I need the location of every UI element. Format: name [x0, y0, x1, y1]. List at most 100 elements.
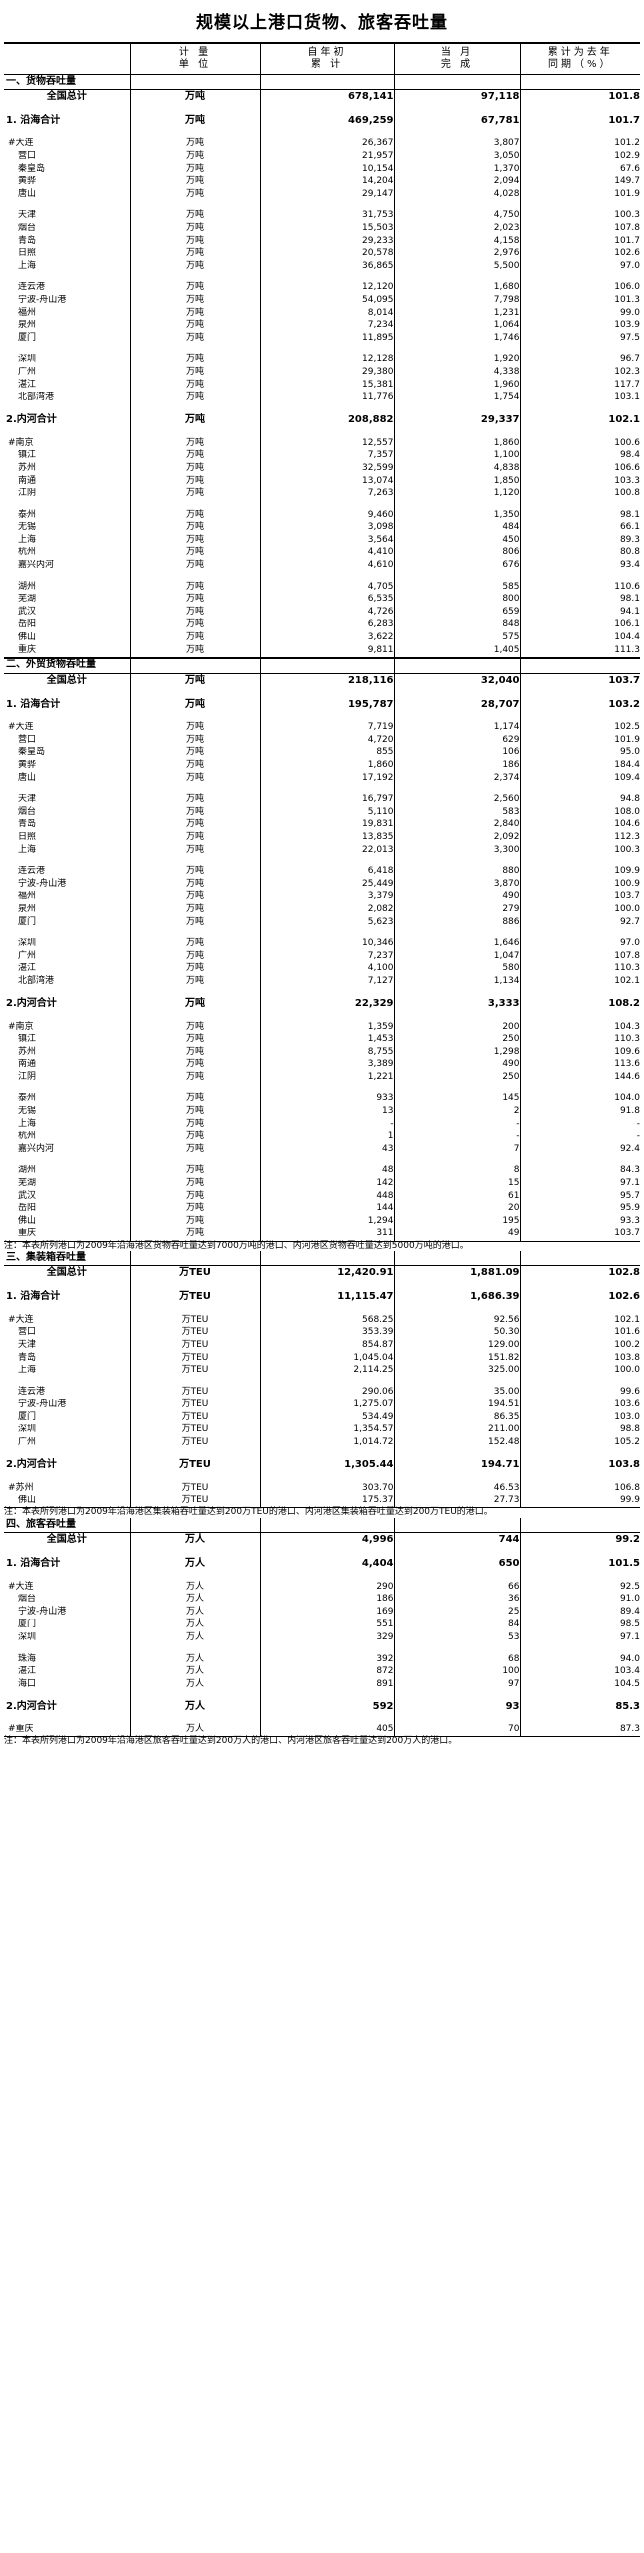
table-row[interactable]: 广州 万吨 29,380 4,338 102.3: [4, 366, 640, 380]
table-row[interactable]: 岳阳 万吨 144 20 95.9: [4, 1202, 640, 1216]
table-row[interactable]: 天津 万吨 31,753 4,750 100.3: [4, 209, 640, 223]
table-row[interactable]: #重庆 万人 405 70 87.3: [4, 1723, 640, 1737]
subtotal-row[interactable]: 1. 沿海合计 万吨 469,259 67,781 101.7: [4, 114, 640, 129]
table-row[interactable]: 佛山 万吨 3,622 575 104.4: [4, 631, 640, 645]
table-row[interactable]: 宁波-舟山港 万吨 54,095 7,798 101.3: [4, 294, 640, 308]
table-row[interactable]: 营口 万吨 21,957 3,050 102.9: [4, 150, 640, 164]
table-row[interactable]: 湖州 万吨 48 8 84.3: [4, 1165, 640, 1178]
table-row[interactable]: 珠海 万人 392 68 94.0: [4, 1653, 640, 1666]
table-row[interactable]: 上海 万吨 3,564 450 89.3: [4, 534, 640, 548]
table-row[interactable]: 岳阳 万吨 6,283 848 106.1: [4, 619, 640, 632]
table-row[interactable]: 上海 万TEU 2,114.25 325.00 100.0: [4, 1364, 640, 1378]
national-total-row[interactable]: 全国总计 万TEU 12,420.91 1,881.09 102.8: [4, 1265, 640, 1282]
table-row[interactable]: 佛山 万TEU 175.37 27.73 99.9: [4, 1494, 640, 1508]
table-row[interactable]: 连云港 万吨 6,418 880 109.9: [4, 865, 640, 879]
table-row[interactable]: 镇江 万吨 1,453 250 110.3: [4, 1033, 640, 1047]
table-row[interactable]: 无锡 万吨 3,098 484 66.1: [4, 521, 640, 535]
national-total-row[interactable]: 全国总计 万吨 678,141 97,118 101.8: [4, 89, 640, 105]
table-row[interactable]: 杭州 万吨 4,410 806 80.8: [4, 547, 640, 560]
table-row[interactable]: 宁波-舟山港 万TEU 1,275.07 194.51 103.6: [4, 1398, 640, 1412]
table-row[interactable]: 天津 万吨 16,797 2,560 94.8: [4, 793, 640, 807]
table-row[interactable]: 连云港 万TEU 290.06 35.00 99.6: [4, 1386, 640, 1399]
table-row[interactable]: 深圳 万人 329 53 97.1: [4, 1631, 640, 1645]
table-row[interactable]: #南京 万吨 1,359 200 104.3: [4, 1021, 640, 1034]
table-row[interactable]: 福州 万吨 8,014 1,231 99.0: [4, 307, 640, 320]
table-row[interactable]: 烟台 万吨 5,110 583 108.0: [4, 806, 640, 819]
subtotal-row[interactable]: 1. 沿海合计 万人 4,404 650 101.5: [4, 1557, 640, 1573]
table-row[interactable]: 重庆 万吨 311 49 103.7: [4, 1227, 640, 1242]
table-row[interactable]: 深圳 万TEU 1,354.57 211.00 98.8: [4, 1424, 640, 1437]
table-row[interactable]: 北部湾港 万吨 7,127 1,134 102.1: [4, 975, 640, 989]
table-row[interactable]: #大连 万吨 26,367 3,807 101.2: [4, 138, 640, 151]
subtotal-row[interactable]: 2.内河合计 万TEU 1,305.44 194.71 103.8: [4, 1458, 640, 1474]
table-row[interactable]: 湛江 万人 872 100 103.4: [4, 1665, 640, 1679]
table-row[interactable]: 重庆 万吨 9,811 1,405 111.3: [4, 644, 640, 659]
table-row[interactable]: 广州 万吨 7,237 1,047 107.8: [4, 950, 640, 963]
table-row[interactable]: 厦门 万吨 5,623 886 92.7: [4, 916, 640, 929]
table-row[interactable]: 厦门 万吨 11,895 1,746 97.5: [4, 332, 640, 345]
table-row[interactable]: 武汉 万吨 448 61 95.7: [4, 1190, 640, 1203]
subtotal-row[interactable]: 2.内河合计 万吨 22,329 3,333 108.2: [4, 997, 640, 1013]
table-row[interactable]: 上海 万吨 - - -: [4, 1118, 640, 1131]
table-row[interactable]: 芜湖 万吨 142 15 97.1: [4, 1177, 640, 1191]
subtotal-row[interactable]: 2.内河合计 万吨 208,882 29,337 102.1: [4, 413, 640, 429]
table-row[interactable]: 日照 万吨 13,835 2,092 112.3: [4, 831, 640, 845]
table-row[interactable]: 湛江 万吨 4,100 580 110.3: [4, 962, 640, 976]
table-row[interactable]: 泉州 万吨 7,234 1,064 103.9: [4, 319, 640, 333]
table-row[interactable]: 泉州 万吨 2,082 279 100.0: [4, 903, 640, 917]
table-row[interactable]: 唐山 万吨 17,192 2,374 109.4: [4, 772, 640, 785]
table-row[interactable]: 江阴 万吨 7,263 1,120 100.8: [4, 487, 640, 501]
table-row[interactable]: 秦皇岛 万吨 10,154 1,370 67.6: [4, 163, 640, 176]
national-total-row[interactable]: 全国总计 万吨 218,116 32,040 103.7: [4, 673, 640, 689]
table-row[interactable]: 镇江 万吨 7,357 1,100 98.4: [4, 449, 640, 463]
table-row[interactable]: 黄骅 万吨 1,860 186 184.4: [4, 759, 640, 773]
table-row[interactable]: 南通 万吨 3,389 490 113.6: [4, 1058, 640, 1072]
table-row[interactable]: 天津 万TEU 854.87 129.00 100.2: [4, 1339, 640, 1353]
table-row[interactable]: 湛江 万吨 15,381 1,960 117.7: [4, 379, 640, 392]
table-row[interactable]: 青岛 万吨 29,233 4,158 101.7: [4, 235, 640, 248]
table-row[interactable]: 苏州 万吨 8,755 1,298 109.6: [4, 1046, 640, 1059]
table-row[interactable]: 南通 万吨 13,074 1,850 103.3: [4, 475, 640, 488]
table-row[interactable]: 芜湖 万吨 6,535 800 98.1: [4, 593, 640, 607]
table-row[interactable]: 宁波-舟山港 万吨 25,449 3,870 100.9: [4, 878, 640, 891]
table-row[interactable]: 湖州 万吨 4,705 585 110.6: [4, 581, 640, 594]
table-row[interactable]: 嘉兴内河 万吨 4,610 676 93.4: [4, 559, 640, 573]
table-row[interactable]: 营口 万TEU 353.39 50.30 101.6: [4, 1326, 640, 1340]
table-row[interactable]: 厦门 万TEU 534.49 86.35 103.0: [4, 1411, 640, 1425]
national-total-row[interactable]: 全国总计 万人 4,996 744 99.2: [4, 1532, 640, 1549]
table-row[interactable]: #大连 万TEU 568.25 92.56 102.1: [4, 1314, 640, 1327]
table-row[interactable]: 青岛 万吨 19,831 2,840 104.6: [4, 818, 640, 832]
table-row[interactable]: #南京 万吨 12,557 1,860 100.6: [4, 437, 640, 450]
table-row[interactable]: 深圳 万吨 12,128 1,920 96.7: [4, 353, 640, 367]
subtotal-row[interactable]: 1. 沿海合计 万吨 195,787 28,707 103.2: [4, 697, 640, 713]
table-row[interactable]: 嘉兴内河 万吨 43 7 92.4: [4, 1143, 640, 1156]
table-row[interactable]: 唐山 万吨 29,147 4,028 101.9: [4, 188, 640, 201]
table-row[interactable]: 武汉 万吨 4,726 659 94.1: [4, 606, 640, 619]
table-row[interactable]: 深圳 万吨 10,346 1,646 97.0: [4, 937, 640, 951]
table-row[interactable]: 苏州 万吨 32,599 4,838 106.6: [4, 462, 640, 476]
table-row[interactable]: 杭州 万吨 1- -: [4, 1130, 640, 1144]
table-row[interactable]: 海口 万人 891 97 104.5: [4, 1678, 640, 1691]
table-row[interactable]: 烟台 万吨 15,503 2,023 107.8: [4, 222, 640, 236]
table-row[interactable]: 无锡 万吨 13 2 91.8: [4, 1105, 640, 1119]
table-row[interactable]: 上海 万吨 36,865 5,500 97.0: [4, 260, 640, 273]
table-row[interactable]: 宁波-舟山港 万人 169 25 89.4: [4, 1606, 640, 1619]
table-row[interactable]: #大连 万人 290 66 92.5: [4, 1581, 640, 1594]
table-row[interactable]: #大连 万吨 7,719 1,174 102.5: [4, 721, 640, 735]
table-row[interactable]: 日照 万吨 20,578 2,976 102.6: [4, 247, 640, 261]
table-row[interactable]: 黄骅 万吨 14,204 2,094 149.7: [4, 175, 640, 189]
table-row[interactable]: 泰州 万吨 933 145 104.0: [4, 1093, 640, 1106]
table-row[interactable]: 广州 万TEU 1,014.72 152.48 105.2: [4, 1436, 640, 1450]
table-row[interactable]: #苏州 万TEU 303.70 46.53 106.8: [4, 1482, 640, 1495]
table-row[interactable]: 佛山 万吨 1,294 195 93.3: [4, 1215, 640, 1228]
table-row[interactable]: 北部湾港 万吨 11,776 1,754 103.1: [4, 391, 640, 405]
table-row[interactable]: 营口 万吨 4,720 629 101.9: [4, 734, 640, 747]
table-row[interactable]: 上海 万吨 22,013 3,300 100.3: [4, 844, 640, 857]
table-row[interactable]: 泰州 万吨 9,460 1,350 98.1: [4, 509, 640, 522]
subtotal-row[interactable]: 2.内河合计 万人 592 93 85.3: [4, 1699, 640, 1715]
table-row[interactable]: 江阴 万吨 1,221 250 144.6: [4, 1071, 640, 1085]
subtotal-row[interactable]: 1. 沿海合计 万TEU 11,115.47 1,686.39 102.6: [4, 1290, 640, 1306]
table-row[interactable]: 青岛 万TEU 1,045.04 151.82 103.8: [4, 1352, 640, 1365]
table-row[interactable]: 连云港 万吨 12,120 1,680 106.0: [4, 281, 640, 295]
table-row[interactable]: 秦皇岛 万吨 855 106 95.0: [4, 746, 640, 760]
